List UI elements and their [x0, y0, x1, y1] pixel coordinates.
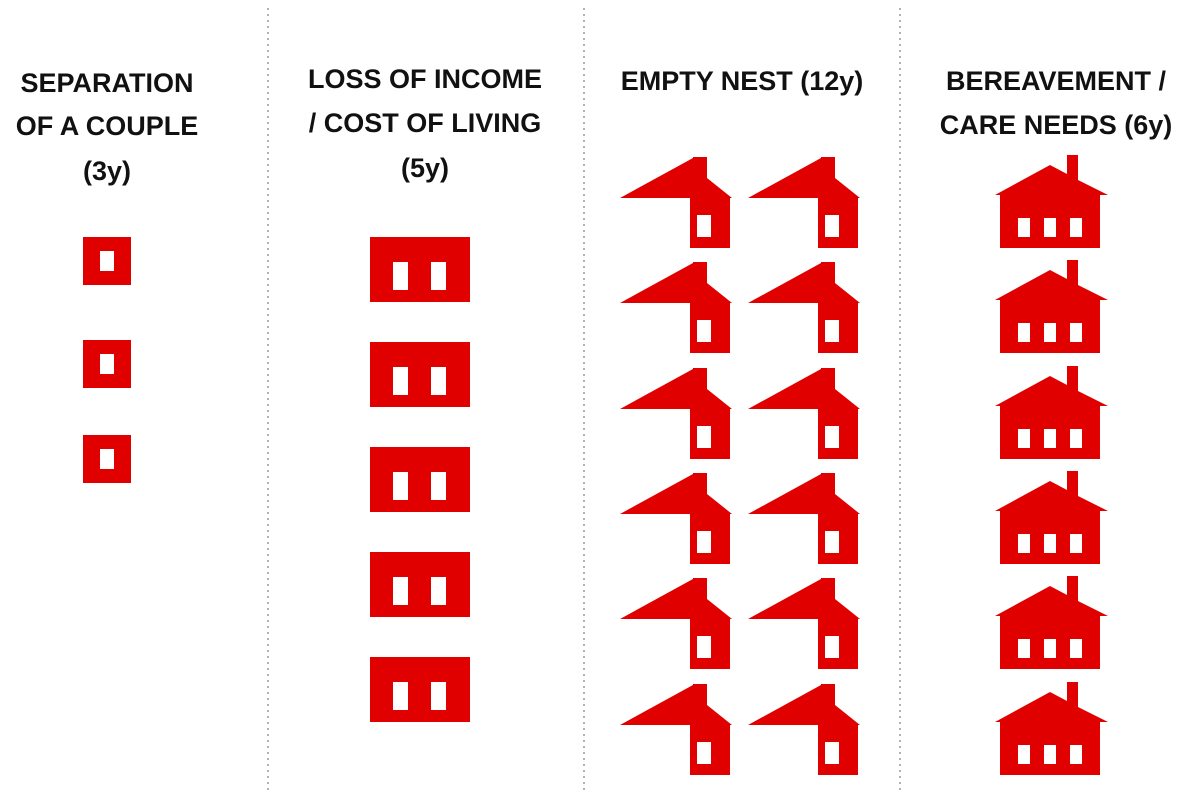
title-line: CARE NEEDS (6y): [940, 110, 1173, 140]
house-icon: [370, 552, 470, 617]
column-title: LOSS OF INCOME / COST OF LIVING (5y): [308, 64, 542, 183]
house-icon: [620, 684, 732, 775]
house-icon: [83, 237, 131, 285]
column-title: EMPTY NEST (12y): [621, 66, 864, 96]
title-line: (5y): [401, 153, 449, 183]
house-icon: [620, 578, 732, 669]
icons-separation: [83, 237, 131, 483]
house-icon: [620, 368, 732, 459]
house-icon: [995, 155, 1108, 248]
house-icon: [995, 576, 1108, 669]
house-icon: [83, 435, 131, 483]
icons-bereavement: [995, 155, 1108, 775]
house-icon: [748, 473, 860, 564]
house-icon: [370, 342, 470, 407]
title-line: OF A COUPLE: [16, 111, 199, 141]
house-icon: [995, 682, 1108, 775]
title-line: LOSS OF INCOME: [308, 64, 542, 94]
house-icon: [748, 578, 860, 669]
house-icon: [748, 684, 860, 775]
column-title: SEPARATION OF A COUPLE (3y): [16, 68, 199, 186]
title-line: (3y): [83, 156, 131, 186]
house-icon: [748, 262, 860, 353]
title-line: EMPTY NEST (12y): [621, 66, 864, 96]
house-icon: [370, 237, 470, 302]
house-icon: [370, 447, 470, 512]
house-icon: [620, 157, 732, 248]
title-line: BEREAVEMENT /: [946, 66, 1167, 96]
house-icon: [370, 657, 470, 722]
house-icon: [748, 368, 860, 459]
house-icon: [620, 262, 732, 353]
title-line: / COST OF LIVING: [309, 108, 542, 138]
house-icon: [748, 157, 860, 248]
house-icon: [995, 471, 1108, 564]
house-icon: [83, 340, 131, 388]
house-icon: [620, 473, 732, 564]
house-icon: [995, 366, 1108, 459]
icons-loss-of-income: [370, 237, 470, 722]
column-title: BEREAVEMENT / CARE NEEDS (6y): [940, 66, 1173, 140]
icons-empty-nest: [620, 157, 860, 775]
title-line: SEPARATION: [20, 68, 193, 98]
house-icon: [995, 260, 1108, 353]
